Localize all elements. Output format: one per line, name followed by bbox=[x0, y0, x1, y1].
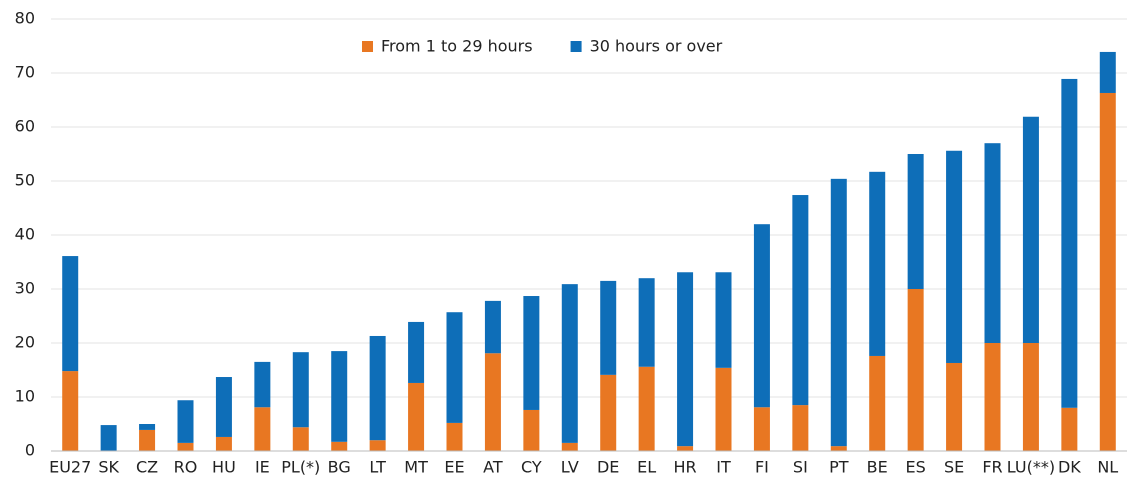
bar-segment bbox=[215, 436, 232, 451]
bar-segment bbox=[715, 272, 732, 368]
x-tick-label: EL bbox=[637, 458, 656, 477]
bar-segment bbox=[484, 300, 501, 354]
bar-segment bbox=[1061, 407, 1078, 451]
bar-segment bbox=[369, 335, 386, 441]
x-tick-label: IT bbox=[716, 458, 731, 477]
bar-segment bbox=[369, 440, 386, 451]
x-tick-label: EE bbox=[444, 458, 464, 477]
legend-swatch bbox=[570, 41, 582, 52]
bar-segment bbox=[408, 321, 425, 383]
bar-segment bbox=[638, 278, 655, 367]
x-tick-label: IE bbox=[255, 458, 270, 477]
x-tick-label: CY bbox=[521, 458, 542, 477]
x-tick-label: LT bbox=[369, 458, 386, 477]
legend-swatch bbox=[362, 41, 373, 52]
bar-segment bbox=[753, 407, 770, 451]
bar-segment bbox=[62, 256, 79, 372]
bar-segment bbox=[1022, 116, 1039, 344]
bar-segment bbox=[292, 427, 309, 451]
x-tick-label: EU27 bbox=[49, 458, 91, 477]
y-tick-label: 70 bbox=[15, 63, 35, 82]
bar-segment bbox=[1061, 78, 1078, 408]
bar-segment bbox=[946, 150, 963, 363]
x-tick-label: HR bbox=[673, 458, 696, 477]
x-tick-label: FI bbox=[755, 458, 769, 477]
x-tick-label: SE bbox=[944, 458, 964, 477]
bar-segment bbox=[984, 143, 1001, 343]
x-tick-label: CZ bbox=[136, 458, 158, 477]
x-tick-label: ES bbox=[906, 458, 926, 477]
bar-segment bbox=[484, 353, 501, 451]
bar-segment bbox=[292, 352, 309, 428]
bar-segment bbox=[331, 351, 348, 442]
bar-segment bbox=[830, 446, 847, 451]
x-tick-label: FR bbox=[982, 458, 1002, 477]
y-tick-label: 50 bbox=[15, 171, 35, 190]
bar-segment bbox=[830, 178, 847, 447]
x-tick-label: DK bbox=[1058, 458, 1081, 477]
bar-segment bbox=[984, 343, 1001, 451]
bar-segment bbox=[561, 442, 578, 451]
bar-segment bbox=[254, 361, 271, 408]
x-tick-label: LU(**) bbox=[1007, 458, 1055, 477]
bar-segment bbox=[792, 195, 809, 406]
bar-segment bbox=[907, 289, 924, 451]
bar-segment bbox=[869, 171, 886, 356]
x-tick-label: SK bbox=[98, 458, 119, 477]
x-tick-label: DE bbox=[597, 458, 619, 477]
bar-segment bbox=[600, 374, 617, 451]
bar-segment bbox=[869, 355, 886, 451]
x-tick-label: RO bbox=[174, 458, 198, 477]
y-tick-label: 10 bbox=[15, 387, 35, 406]
y-tick-label: 0 bbox=[25, 441, 35, 460]
bar-segment bbox=[753, 224, 770, 408]
bar-segment bbox=[1099, 92, 1116, 451]
bar-segment bbox=[946, 362, 963, 451]
x-tick-label: HU bbox=[212, 458, 236, 477]
bar-segment bbox=[215, 377, 232, 437]
bar-segment bbox=[1099, 51, 1116, 93]
x-tick-label: PT bbox=[829, 458, 849, 477]
bar-segment bbox=[792, 405, 809, 451]
x-tick-label: NL bbox=[1097, 458, 1118, 477]
bar-segment bbox=[408, 382, 425, 451]
bar-segment bbox=[523, 296, 540, 410]
bar-segment bbox=[638, 366, 655, 451]
bar-segment bbox=[446, 312, 463, 423]
bar-segment bbox=[561, 284, 578, 443]
bar-segment bbox=[139, 429, 156, 451]
bar-segment bbox=[100, 425, 117, 451]
x-tick-label: LV bbox=[561, 458, 579, 477]
bar-segment bbox=[1022, 343, 1039, 451]
bar-segment bbox=[254, 407, 271, 451]
bar-segment bbox=[177, 400, 194, 443]
bar-segment bbox=[523, 409, 540, 451]
y-tick-label: 20 bbox=[15, 333, 35, 352]
legend-label: From 1 to 29 hours bbox=[381, 37, 533, 56]
x-tick-label: SI bbox=[793, 458, 808, 477]
bar-segment bbox=[715, 367, 732, 451]
bar-segment bbox=[446, 422, 463, 451]
bar-segment bbox=[677, 272, 694, 447]
bar-segment bbox=[62, 371, 79, 451]
legend-label: 30 hours or over bbox=[590, 37, 723, 56]
bar-segment bbox=[677, 446, 694, 451]
y-tick-label: 30 bbox=[15, 279, 35, 298]
x-tick-label: AT bbox=[483, 458, 503, 477]
bar-segment bbox=[600, 280, 617, 375]
x-tick-label: BG bbox=[328, 458, 351, 477]
bar-segment bbox=[177, 442, 194, 451]
x-tick-label: BE bbox=[867, 458, 888, 477]
x-tick-label: MT bbox=[404, 458, 428, 477]
x-tick-label: PL(*) bbox=[281, 458, 320, 477]
bar-segment bbox=[907, 154, 924, 289]
y-tick-label: 80 bbox=[15, 9, 35, 28]
bar-segment bbox=[139, 424, 156, 430]
bar-segment bbox=[331, 441, 348, 451]
y-tick-label: 40 bbox=[15, 225, 35, 244]
y-tick-label: 60 bbox=[15, 117, 35, 136]
